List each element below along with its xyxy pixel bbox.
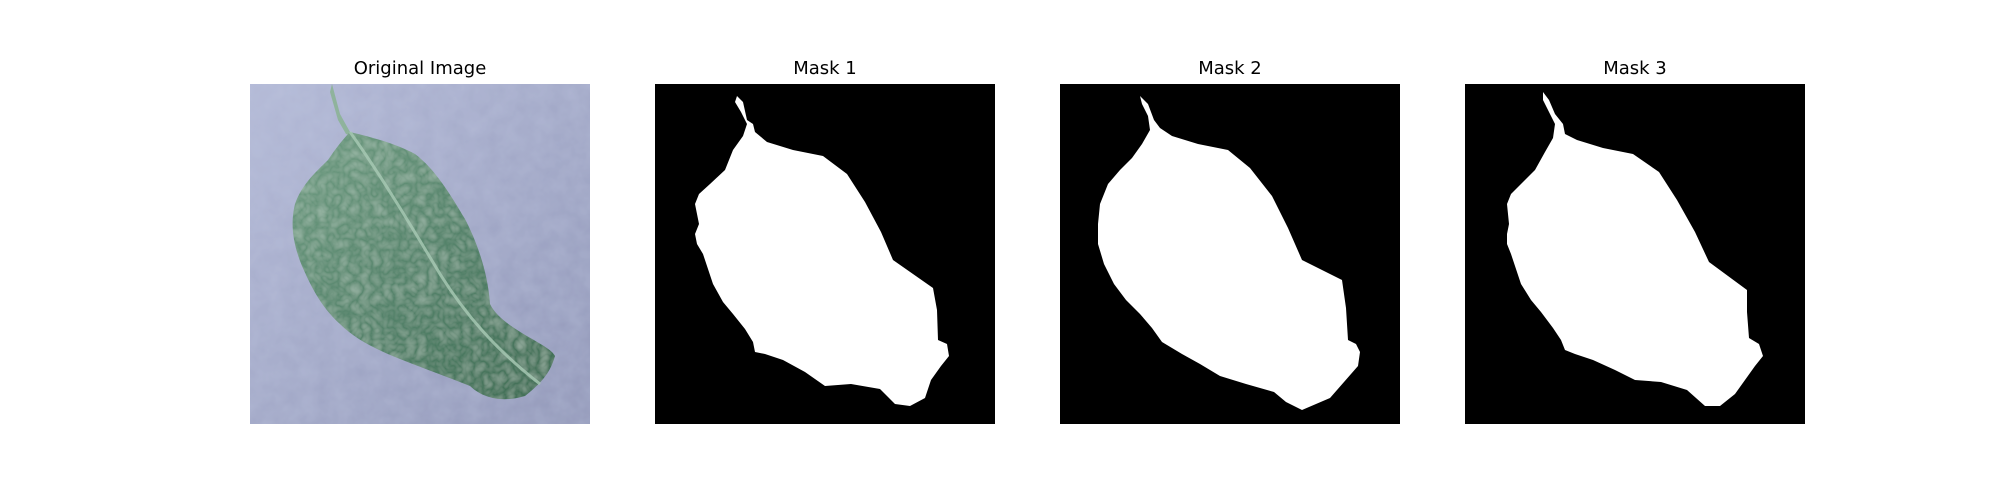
mask-1-image bbox=[655, 84, 995, 424]
mask-3-panel: Mask 3 bbox=[1465, 0, 1805, 500]
original-image-panel: Original Image bbox=[250, 0, 590, 500]
leaf-shape bbox=[292, 132, 555, 400]
mask-3-title: Mask 3 bbox=[1603, 58, 1667, 79]
mask-2-shape bbox=[1098, 96, 1360, 410]
mask-1-shape bbox=[695, 96, 949, 406]
mask-3-image bbox=[1465, 84, 1805, 424]
original-image-title: Original Image bbox=[353, 58, 487, 79]
mask-2-image bbox=[1060, 84, 1400, 424]
mask-1-title: Mask 1 bbox=[793, 58, 857, 79]
mask-1-panel: Mask 1 bbox=[655, 0, 995, 500]
mask-3-shape bbox=[1507, 92, 1763, 406]
original-leaf-photo bbox=[250, 84, 590, 424]
mask-2-panel: Mask 2 bbox=[1060, 0, 1400, 500]
leaf-stem bbox=[330, 84, 354, 136]
leaf-midrib bbox=[348, 131, 541, 386]
mask-2-title: Mask 2 bbox=[1198, 58, 1262, 79]
